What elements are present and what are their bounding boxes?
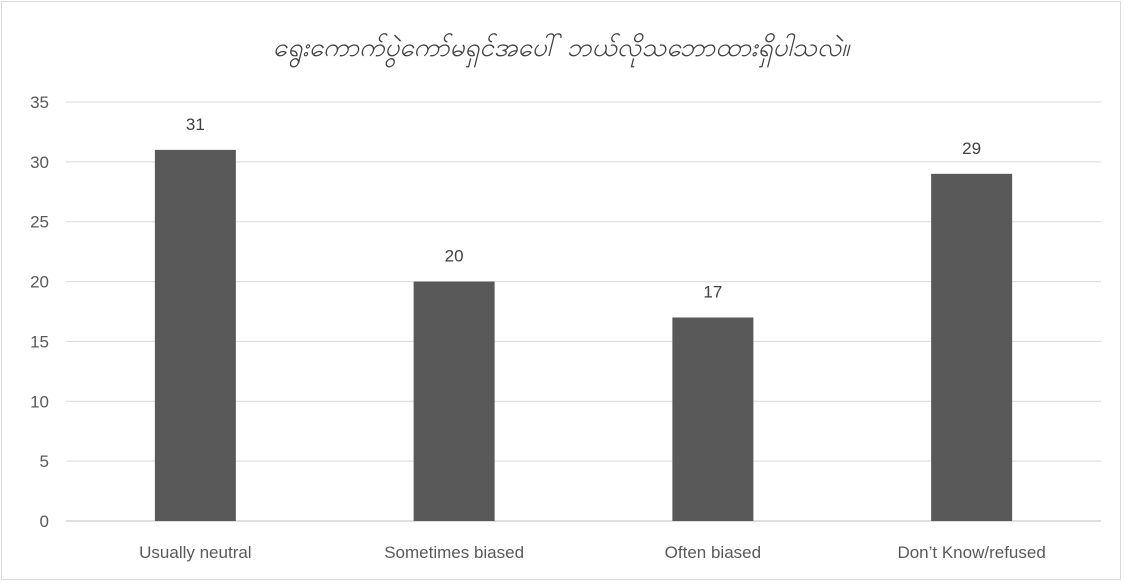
data-label: 17 [703,282,722,301]
x-tick-label: Often biased [665,543,761,562]
bar [154,149,236,521]
y-tick-label: 20 [30,273,49,292]
bar [672,317,754,521]
y-tick-label: 5 [40,452,49,471]
chart-title: ရွေးကောက်ပွဲကော်မရှင်အပေါ် ဘယ်လိုသဘောထား… [272,33,850,63]
data-labels: 31 20 17 29 [186,115,981,302]
y-tick-label: 10 [30,392,49,411]
y-tick-label: 30 [30,153,49,172]
bar [413,281,495,521]
data-label: 20 [445,247,464,266]
x-axis-ticks: Usually neutral Sometimes biased Often bia… [139,543,1046,562]
y-tick-label: 0 [40,512,49,531]
data-label: 31 [186,115,205,134]
y-axis-ticks: 0 5 10 15 20 25 30 35 [30,93,49,531]
data-label: 29 [962,139,981,158]
y-tick-label: 25 [30,213,49,232]
gridlines [66,101,1101,522]
x-tick-label: Usually neutral [139,543,251,562]
bar [931,173,1013,522]
y-tick-label: 15 [30,332,49,351]
bars [154,149,1013,522]
x-tick-label: Sometimes biased [384,543,524,562]
x-tick-label: Don’t Know/refused [897,543,1045,562]
y-tick-label: 35 [30,93,49,112]
